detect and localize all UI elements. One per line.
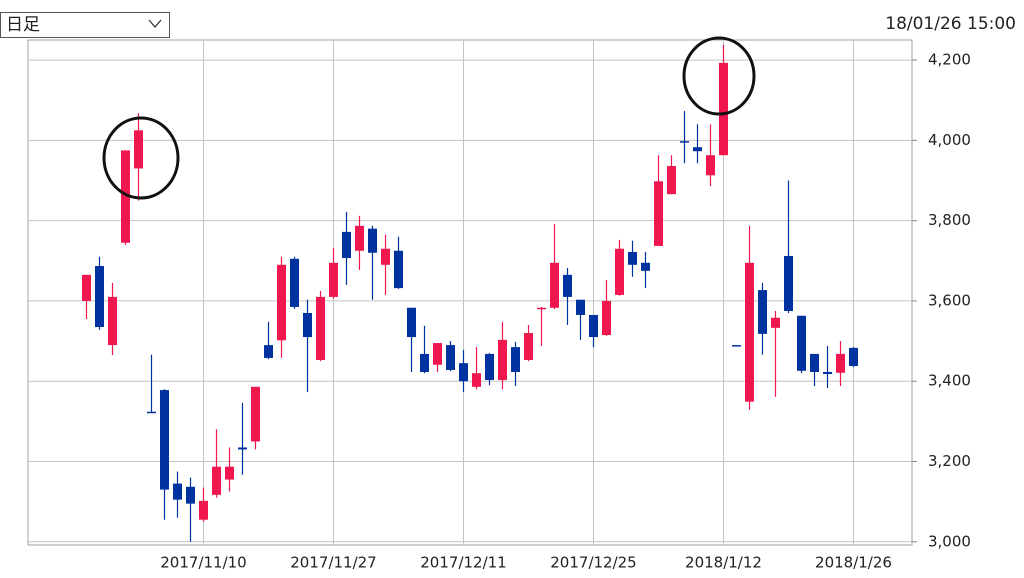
candle-body — [446, 345, 455, 370]
candle-body — [849, 347, 858, 366]
candle-body — [186, 486, 195, 504]
hand-circle — [102, 116, 180, 200]
candle-body — [719, 62, 728, 156]
candle-body — [459, 363, 468, 382]
candle-body — [771, 317, 780, 328]
dropdown-box[interactable] — [0, 12, 170, 38]
candle-body — [576, 299, 585, 315]
candle-body — [355, 225, 364, 251]
candle-body — [511, 347, 520, 372]
candle-body — [758, 290, 767, 334]
x-tick-label: 2018/1/12 — [685, 554, 762, 572]
period-dropdown[interactable]: 日足 — [0, 12, 170, 38]
candle-body — [550, 262, 559, 308]
candle-body — [303, 312, 312, 338]
candle-body — [264, 345, 273, 358]
x-tick-label: 2017/11/27 — [290, 554, 376, 572]
candle-body — [394, 250, 403, 289]
plot-layer: 3,000 3,200 3,400 3,600 3,800 4,000 4,200 2017/… — [28, 40, 971, 572]
candle-body — [212, 466, 221, 495]
candle-body — [134, 130, 143, 169]
candle-body — [108, 296, 117, 346]
candle-body — [199, 500, 208, 520]
x-tick-label: 2017/12/25 — [550, 554, 636, 572]
candle-body — [810, 353, 819, 372]
candle-body — [498, 339, 507, 381]
x-tick-label: 2017/12/11 — [420, 554, 506, 572]
candle-body — [628, 251, 637, 265]
y-tick-label: 3,000 — [928, 532, 971, 550]
candle-body — [381, 248, 390, 265]
candle-body — [316, 296, 325, 360]
candle-body — [524, 333, 533, 360]
candle-body — [823, 371, 832, 374]
candle-body — [290, 258, 299, 307]
candle-body — [238, 447, 247, 450]
y-tick-label: 4,200 — [928, 51, 971, 69]
candle-body — [797, 315, 806, 371]
candle-body — [693, 147, 702, 152]
candle-body — [147, 411, 156, 414]
candle-body — [537, 307, 546, 310]
candle-body — [784, 255, 793, 311]
candle-body — [121, 150, 130, 243]
dropdown-label[interactable]: 日足 — [6, 15, 40, 35]
hand-circle — [682, 36, 756, 116]
candle-body — [251, 386, 260, 442]
candle-body — [680, 141, 689, 143]
candle-body — [602, 300, 611, 336]
candle-body — [563, 274, 572, 297]
y-tick-label: 3,600 — [928, 291, 971, 309]
dropdown-chevron[interactable] — [148, 19, 162, 28]
candle-body — [225, 466, 234, 480]
candle-body — [667, 166, 676, 195]
candle-body — [95, 266, 104, 328]
y-tick-label: 4,000 — [928, 131, 971, 149]
candle-body — [329, 262, 338, 297]
candle-body — [82, 274, 91, 301]
candle-body — [641, 262, 650, 271]
candle-body — [836, 353, 845, 373]
candle-body — [589, 314, 598, 338]
x-tick-label: 2017/11/10 — [160, 554, 246, 572]
candle-body — [485, 353, 494, 381]
candle-body — [160, 390, 169, 490]
candle-body — [420, 353, 429, 372]
candle-body — [433, 343, 442, 365]
candle-body — [472, 373, 481, 387]
candle-body — [368, 228, 377, 253]
candle-body — [706, 155, 715, 176]
candle-body — [654, 181, 663, 246]
timestamp: 18/01/26 15:00 — [885, 14, 1016, 34]
candle-body — [745, 262, 754, 402]
candle-body — [342, 231, 351, 258]
y-tick-label: 3,400 — [928, 372, 971, 390]
candle-body — [173, 483, 182, 500]
candle-body — [407, 307, 416, 338]
x-tick-label: 2018/1/26 — [815, 554, 892, 572]
y-tick-label: 3,200 — [928, 452, 971, 470]
y-tick-label: 3,800 — [928, 211, 971, 229]
candle-body — [277, 264, 286, 341]
candle-body — [732, 345, 741, 347]
candle-body — [615, 248, 624, 295]
